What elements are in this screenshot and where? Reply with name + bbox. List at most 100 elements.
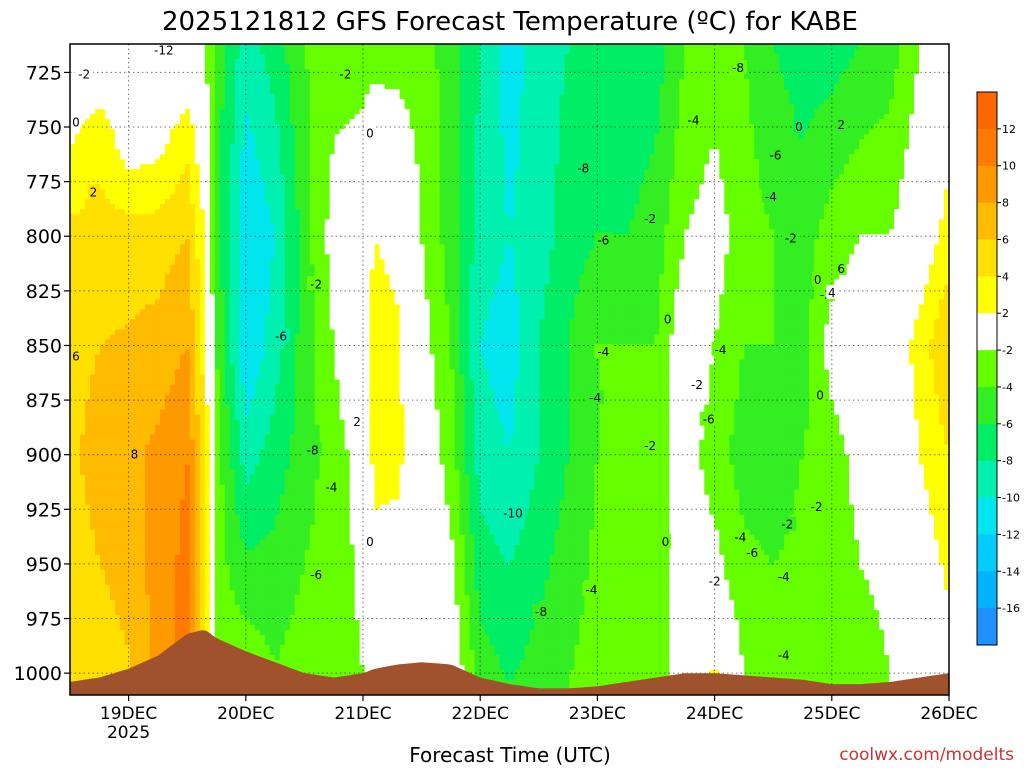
contour-label-bg	[87, 184, 99, 199]
contour-label-bg	[781, 230, 800, 245]
contour-label-bg	[351, 413, 363, 428]
contour-label-bg	[532, 604, 551, 618]
contour-label: -8	[577, 162, 589, 176]
x-tick-label: 25DEC	[803, 704, 860, 724]
contour-label-bg	[364, 125, 376, 140]
contour-label: -8	[307, 443, 319, 457]
colorbar-swatch	[977, 608, 997, 646]
contour-label-bg	[70, 348, 82, 363]
y-tick-label: 975	[26, 609, 62, 631]
contour-label-bg	[662, 311, 674, 326]
contour-label-bg	[729, 60, 747, 74]
colorbar-swatch	[977, 92, 997, 130]
contour-label: -2	[310, 277, 322, 291]
contour-label-bg	[364, 534, 376, 549]
colorbar-swatch	[977, 534, 997, 572]
contour-label: 2	[837, 118, 845, 132]
x-axis-label: Forecast Time (UTC)	[409, 743, 611, 767]
contour-label: 0	[664, 312, 672, 326]
y-tick-label: 950	[26, 554, 62, 576]
y-tick-label: 825	[26, 281, 62, 303]
temperature-field	[70, 44, 949, 695]
y-tick-label: 875	[26, 390, 62, 412]
plot-frame	[69, 43, 950, 696]
contour-label: 0	[72, 116, 80, 130]
colorbar-tick-label: -16	[1002, 602, 1020, 615]
colorbar-swatch	[977, 571, 997, 609]
contour-label-bg	[574, 160, 593, 175]
contour-label-bg	[688, 376, 706, 391]
contour-label: 0	[816, 389, 824, 403]
contour-label-bg	[594, 232, 613, 247]
contour-label: -12	[154, 44, 174, 58]
contour-label-bg	[322, 479, 341, 494]
colorbar-tick-label: -6	[1002, 418, 1013, 431]
colorbar-swatch	[977, 239, 997, 277]
contour-label: -8	[535, 605, 547, 619]
contour-label-bg	[641, 438, 660, 452]
y-tick-label: 850	[26, 335, 62, 357]
colorbar-swatch	[977, 460, 997, 499]
contour-label-bg	[826, 285, 838, 299]
contour-label-bg	[731, 529, 750, 544]
y-tick-label: 800	[26, 226, 62, 248]
y-tick-label: 775	[26, 172, 62, 194]
x-tick-label: 22DEC	[452, 704, 509, 724]
contour-label: -4	[778, 649, 790, 663]
contour-label-bg	[659, 534, 671, 549]
colorbar-swatch	[977, 423, 997, 462]
contour-label: -6	[746, 546, 758, 560]
colorbar-swatch	[977, 128, 997, 167]
contour-label-bg	[774, 569, 793, 583]
colorbar-swatch	[977, 202, 997, 240]
x-tick-label: 20DEC	[217, 704, 274, 724]
contour-label-bg	[793, 119, 805, 133]
y-tick-label: 1000	[14, 663, 62, 685]
contour-label-bg	[336, 66, 355, 81]
x-tick-label: 21DEC	[334, 704, 391, 724]
contour-label-bg	[774, 647, 793, 662]
contour-label: -8	[732, 61, 744, 75]
colorbar-tick-label: 2	[1002, 307, 1009, 320]
contour-label: -4	[325, 481, 337, 495]
y-tick-label: 725	[26, 62, 62, 84]
terrain-fill	[70, 630, 949, 695]
y-tick-label: 900	[26, 445, 62, 467]
contour-label: -2	[785, 231, 797, 245]
contour-label-bg	[684, 112, 703, 127]
contour-label: -2	[339, 68, 351, 82]
contour-label: -6	[770, 148, 782, 162]
contour-label: 2	[90, 186, 98, 200]
contour-label: -4	[586, 583, 598, 597]
x-tick-label: 19DEC	[100, 704, 157, 724]
x-tick-sublabel: 2025	[107, 723, 150, 743]
contour-label: -6	[310, 568, 322, 582]
contour-label: -2	[811, 500, 823, 514]
colorbar-tick-label: -4	[1002, 381, 1013, 394]
contour-label-bg	[699, 411, 718, 426]
contour-label-bg	[766, 147, 785, 162]
contour-label: 0	[814, 273, 822, 287]
colorbar-swatch	[977, 276, 997, 314]
contour-label: -10	[503, 507, 523, 521]
colorbar-tick-label: 10	[1002, 160, 1016, 173]
contour-label-bg	[641, 210, 660, 225]
contour-label-bg	[807, 499, 826, 514]
contour-label-bg	[835, 116, 847, 131]
contour-label: -4	[597, 345, 609, 359]
contour-labels: 8620-2-12-6-6-2-8-4-6-2020-10-8-8-6-4-4-…	[70, 44, 847, 663]
colorbar-tick-label: 12	[1002, 123, 1016, 136]
contour-label: -6	[597, 234, 609, 248]
y-tick-label: 750	[26, 117, 62, 139]
colorbar-tick-label: 8	[1002, 197, 1009, 210]
contour-label: 6	[837, 262, 845, 276]
colorbar-swatch	[977, 165, 997, 204]
colorbar: 12 10 8 6 4 2 -2 -4 -6 -8 -10 -12 -14 -16	[976, 91, 1020, 646]
contour-label-bg	[303, 442, 322, 457]
contour-label: -2	[644, 439, 656, 453]
colorbar-tick-label: -14	[1002, 565, 1020, 578]
contour-label-bg	[307, 566, 326, 581]
colorbar-tick-label: -10	[1002, 492, 1020, 505]
contour-label-bg	[705, 573, 724, 588]
